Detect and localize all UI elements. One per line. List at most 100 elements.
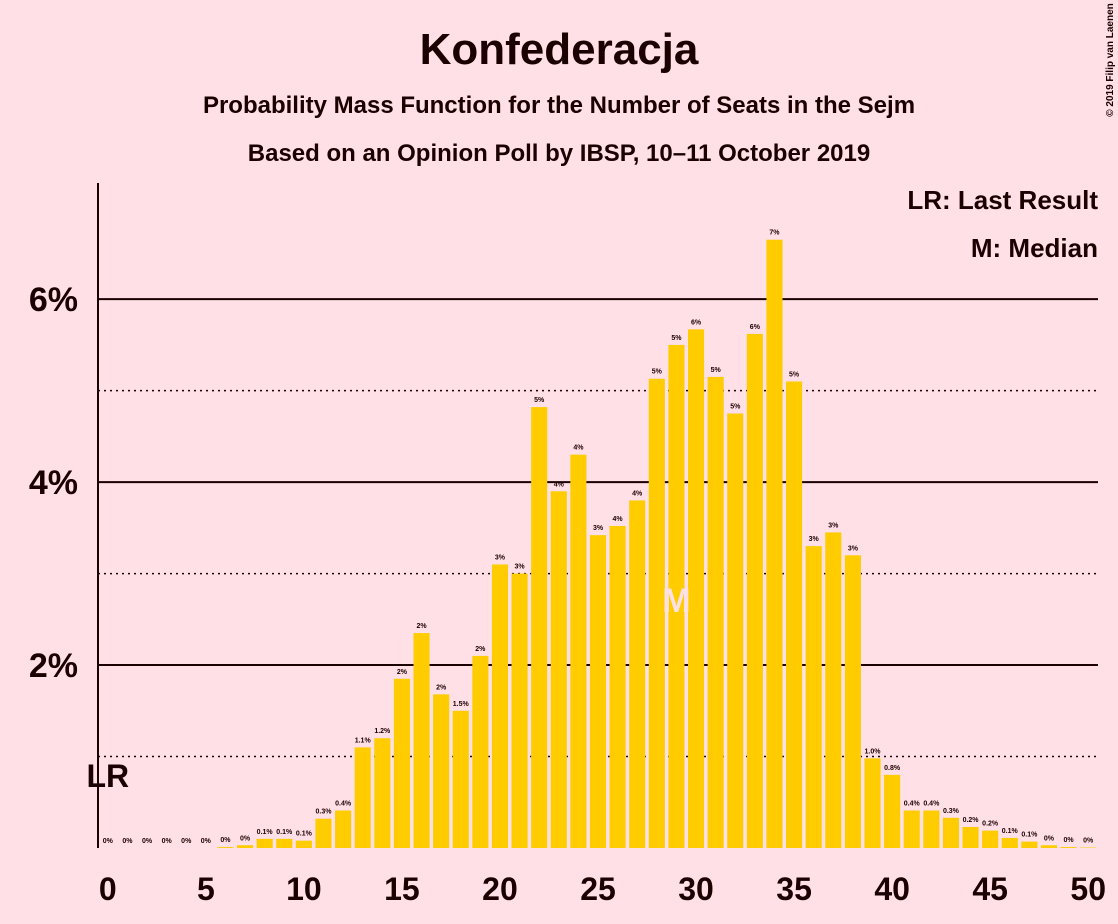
value-label: 5% bbox=[671, 335, 682, 342]
x-tick-label: 5 bbox=[197, 871, 215, 907]
value-label: 0.1% bbox=[276, 829, 293, 836]
bar bbox=[1021, 841, 1038, 848]
bar bbox=[511, 573, 528, 848]
bar bbox=[864, 758, 881, 848]
value-label: 3% bbox=[848, 545, 859, 552]
bar bbox=[746, 333, 763, 848]
y-tick-label: 4% bbox=[29, 464, 78, 502]
value-label: 2% bbox=[436, 684, 447, 691]
value-label: 5% bbox=[789, 371, 800, 378]
value-label: 2% bbox=[475, 646, 486, 653]
y-tick-label: 6% bbox=[29, 281, 78, 319]
value-label: 4% bbox=[632, 490, 643, 497]
bar bbox=[609, 526, 626, 848]
value-label: 0.1% bbox=[296, 831, 313, 838]
bar bbox=[472, 655, 489, 848]
value-label: 0.4% bbox=[904, 800, 921, 807]
bar bbox=[884, 774, 901, 848]
chart-title: Konfederacja bbox=[420, 25, 699, 74]
value-label: 3% bbox=[495, 554, 506, 561]
x-tick-label: 15 bbox=[384, 871, 420, 907]
bar bbox=[570, 454, 587, 848]
value-label: 0.1% bbox=[1002, 828, 1019, 835]
value-label: 5% bbox=[652, 369, 663, 376]
x-tick-label: 35 bbox=[776, 871, 812, 907]
value-label: 0% bbox=[122, 838, 133, 845]
bar bbox=[962, 826, 979, 848]
legend-entry: M: Median bbox=[971, 233, 1098, 263]
bar bbox=[629, 500, 646, 848]
value-label: 4% bbox=[573, 445, 584, 452]
value-label: 3% bbox=[828, 522, 839, 529]
value-label: 3% bbox=[515, 564, 526, 571]
value-label: 0.2% bbox=[982, 821, 999, 828]
value-label: 2% bbox=[416, 623, 427, 630]
bar bbox=[550, 491, 567, 848]
value-label: 1.5% bbox=[453, 701, 470, 708]
bar bbox=[491, 564, 508, 848]
bar bbox=[354, 747, 371, 848]
bar bbox=[1001, 837, 1018, 848]
y-tick-label: 2% bbox=[29, 647, 78, 685]
chart-subtitle: Based on an Opinion Poll by IBSP, 10–11 … bbox=[248, 140, 870, 167]
bar bbox=[923, 810, 940, 848]
value-label: 5% bbox=[534, 397, 545, 404]
bar bbox=[589, 535, 607, 848]
bar bbox=[668, 344, 685, 848]
bar bbox=[786, 381, 803, 848]
bar bbox=[295, 840, 312, 848]
value-label: 6% bbox=[691, 319, 702, 326]
value-label: 0.4% bbox=[335, 800, 352, 807]
bar bbox=[315, 818, 332, 848]
bar bbox=[374, 738, 391, 848]
value-label: 3% bbox=[593, 525, 604, 532]
bar bbox=[276, 838, 293, 848]
chart-subtitle: Probability Mass Function for the Number… bbox=[203, 92, 915, 119]
value-label: 0.3% bbox=[316, 809, 333, 816]
x-tick-label: 10 bbox=[286, 871, 322, 907]
value-label: 1.2% bbox=[374, 728, 391, 735]
value-label: 0% bbox=[181, 838, 192, 845]
bar bbox=[237, 845, 254, 848]
bar bbox=[433, 694, 450, 848]
value-label: 0% bbox=[1064, 837, 1075, 844]
bar bbox=[335, 810, 352, 848]
value-label: 0.2% bbox=[963, 817, 980, 824]
value-label: 6% bbox=[750, 324, 761, 331]
bar bbox=[825, 532, 842, 848]
last-result-marker: LR bbox=[86, 758, 129, 794]
legend-entry: LR: Last Result bbox=[907, 185, 1098, 215]
bar bbox=[393, 678, 410, 848]
value-label: 0% bbox=[201, 838, 212, 845]
bar bbox=[452, 710, 469, 848]
value-label: 0.8% bbox=[884, 765, 901, 772]
bar bbox=[217, 847, 234, 848]
bar bbox=[766, 239, 783, 848]
bar bbox=[688, 329, 705, 849]
bar bbox=[531, 407, 548, 848]
x-tick-label: 0 bbox=[99, 871, 117, 907]
bar bbox=[648, 378, 665, 848]
bar bbox=[903, 810, 920, 848]
bar bbox=[805, 546, 822, 848]
value-label: 1.0% bbox=[865, 748, 882, 755]
bar bbox=[942, 817, 959, 848]
bar bbox=[413, 633, 430, 848]
bar bbox=[256, 838, 273, 848]
value-label: 0% bbox=[1044, 835, 1055, 842]
value-label: 5% bbox=[730, 404, 741, 411]
x-tick-label: 25 bbox=[580, 871, 616, 907]
value-label: 0% bbox=[240, 835, 251, 842]
value-label: 0% bbox=[220, 837, 231, 844]
value-label: 0% bbox=[142, 838, 153, 845]
bar bbox=[707, 376, 724, 848]
value-label: 4% bbox=[554, 481, 565, 488]
x-tick-label: 45 bbox=[972, 871, 1008, 907]
value-label: 5% bbox=[711, 367, 722, 374]
value-label: 0% bbox=[1083, 838, 1094, 845]
bar bbox=[1060, 847, 1077, 848]
x-tick-label: 20 bbox=[482, 871, 518, 907]
bar bbox=[982, 830, 999, 848]
value-label: 2% bbox=[397, 669, 408, 676]
